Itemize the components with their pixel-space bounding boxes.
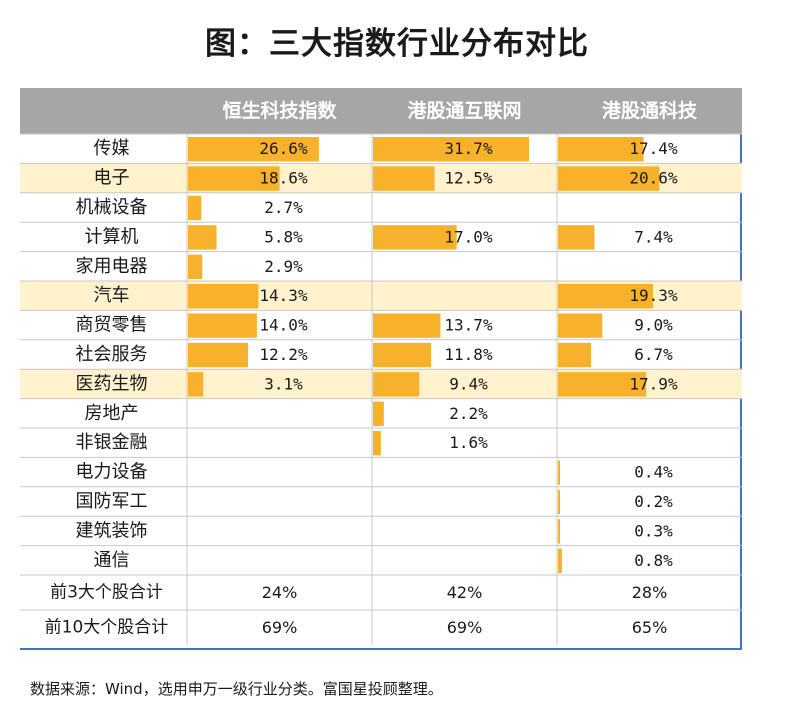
value-bar <box>373 166 435 191</box>
value-label: 9.0% <box>634 316 673 335</box>
summary-value: 28% <box>632 583 668 602</box>
value-bar <box>188 225 217 250</box>
industry-label: 汽车 <box>94 285 130 306</box>
value-bar <box>558 137 644 162</box>
value-label: 17.9% <box>629 374 678 393</box>
value-bar <box>558 372 647 397</box>
summary-value: 69% <box>262 618 298 637</box>
value-label: 0.4% <box>634 463 673 482</box>
industry-label: 计算机 <box>85 226 139 247</box>
summary-value: 69% <box>447 618 483 637</box>
value-bar <box>373 342 432 368</box>
value-bar <box>188 313 257 338</box>
summary-value: 65% <box>632 618 668 637</box>
column-header-3: 港股通科技 <box>602 99 698 122</box>
value-label: 14.3% <box>259 286 308 305</box>
column-header-1: 恒生科技指数 <box>222 99 337 122</box>
value-bar <box>558 519 560 544</box>
value-bar <box>373 313 441 338</box>
value-label: 20.6% <box>629 169 678 188</box>
industry-label: 传媒 <box>94 138 130 159</box>
value-bar <box>558 460 560 485</box>
value-bar <box>188 137 319 162</box>
value-label: 17.0% <box>444 227 493 246</box>
value-bar <box>558 548 562 573</box>
value-label: 18.6% <box>259 169 308 188</box>
source-note: 数据来源：Wind，选用申万一级行业分类。富国星投顾整理。 <box>30 680 443 698</box>
value-label: 0.2% <box>634 492 673 511</box>
industry-label: 商贸零售 <box>76 315 148 336</box>
value-bar <box>558 225 595 250</box>
value-bar <box>373 137 529 162</box>
value-label: 6.7% <box>634 345 673 364</box>
industry-label: 社会服务 <box>76 344 148 365</box>
industry-label: 家用电器 <box>76 256 148 277</box>
summary-value: 42% <box>447 583 483 602</box>
value-bar <box>373 225 457 250</box>
value-bar <box>373 372 420 397</box>
industry-label: 房地产 <box>85 403 139 424</box>
value-label: 0.3% <box>634 521 673 540</box>
value-bar <box>188 372 204 397</box>
value-label: 2.7% <box>264 198 303 217</box>
value-label: 11.8% <box>444 345 493 364</box>
value-label: 12.2% <box>259 345 308 364</box>
industry-label: 非银金融 <box>76 432 148 453</box>
value-label: 26.6% <box>259 139 308 158</box>
chart-title: 图：三大指数行业分布对比 <box>205 26 589 62</box>
value-bar <box>373 431 381 456</box>
value-label: 7.4% <box>634 227 673 246</box>
value-label: 31.7% <box>444 139 493 158</box>
value-bar <box>558 342 591 368</box>
header-background <box>20 88 742 134</box>
summary-label: 前3大个股合计 <box>50 583 163 603</box>
value-label: 17.4% <box>629 139 678 158</box>
value-label: 12.5% <box>444 169 493 188</box>
value-label: 9.4% <box>449 374 488 393</box>
industry-label: 电力设备 <box>76 462 148 483</box>
value-label: 5.8% <box>264 227 303 246</box>
value-label: 3.1% <box>264 374 303 393</box>
industry-label: 通信 <box>94 550 130 571</box>
industry-label: 机械设备 <box>76 197 148 218</box>
industry-label: 医药生物 <box>76 373 148 394</box>
value-bar <box>188 342 249 368</box>
summary-label: 前10大个股合计 <box>45 618 169 638</box>
value-label: 2.9% <box>264 257 303 276</box>
value-label: 14.0% <box>259 316 308 335</box>
industry-distribution-table: 恒生科技指数 港股通互联网 港股通科技传媒 26.6% 31.7% 17.4% 电子 18.6… <box>20 88 742 650</box>
value-label: 1.6% <box>449 433 488 452</box>
value-bar <box>188 166 280 191</box>
industry-label: 电子 <box>94 168 130 189</box>
value-label: 19.3% <box>629 286 678 305</box>
value-bar <box>373 401 384 426</box>
value-bar <box>558 313 603 338</box>
value-bar <box>558 284 653 309</box>
value-bar <box>188 254 203 279</box>
value-label: 0.8% <box>634 551 673 570</box>
industry-label: 国防军工 <box>76 491 148 512</box>
value-bar <box>188 284 259 309</box>
summary-value: 24% <box>262 583 298 602</box>
industry-label: 建筑装饰 <box>76 520 148 541</box>
value-bar <box>188 195 202 221</box>
column-header-2: 港股通互联网 <box>407 100 521 122</box>
value-bar <box>558 166 660 191</box>
value-label: 2.2% <box>449 404 488 423</box>
value-label: 13.7% <box>444 316 493 335</box>
value-bar <box>558 489 560 515</box>
